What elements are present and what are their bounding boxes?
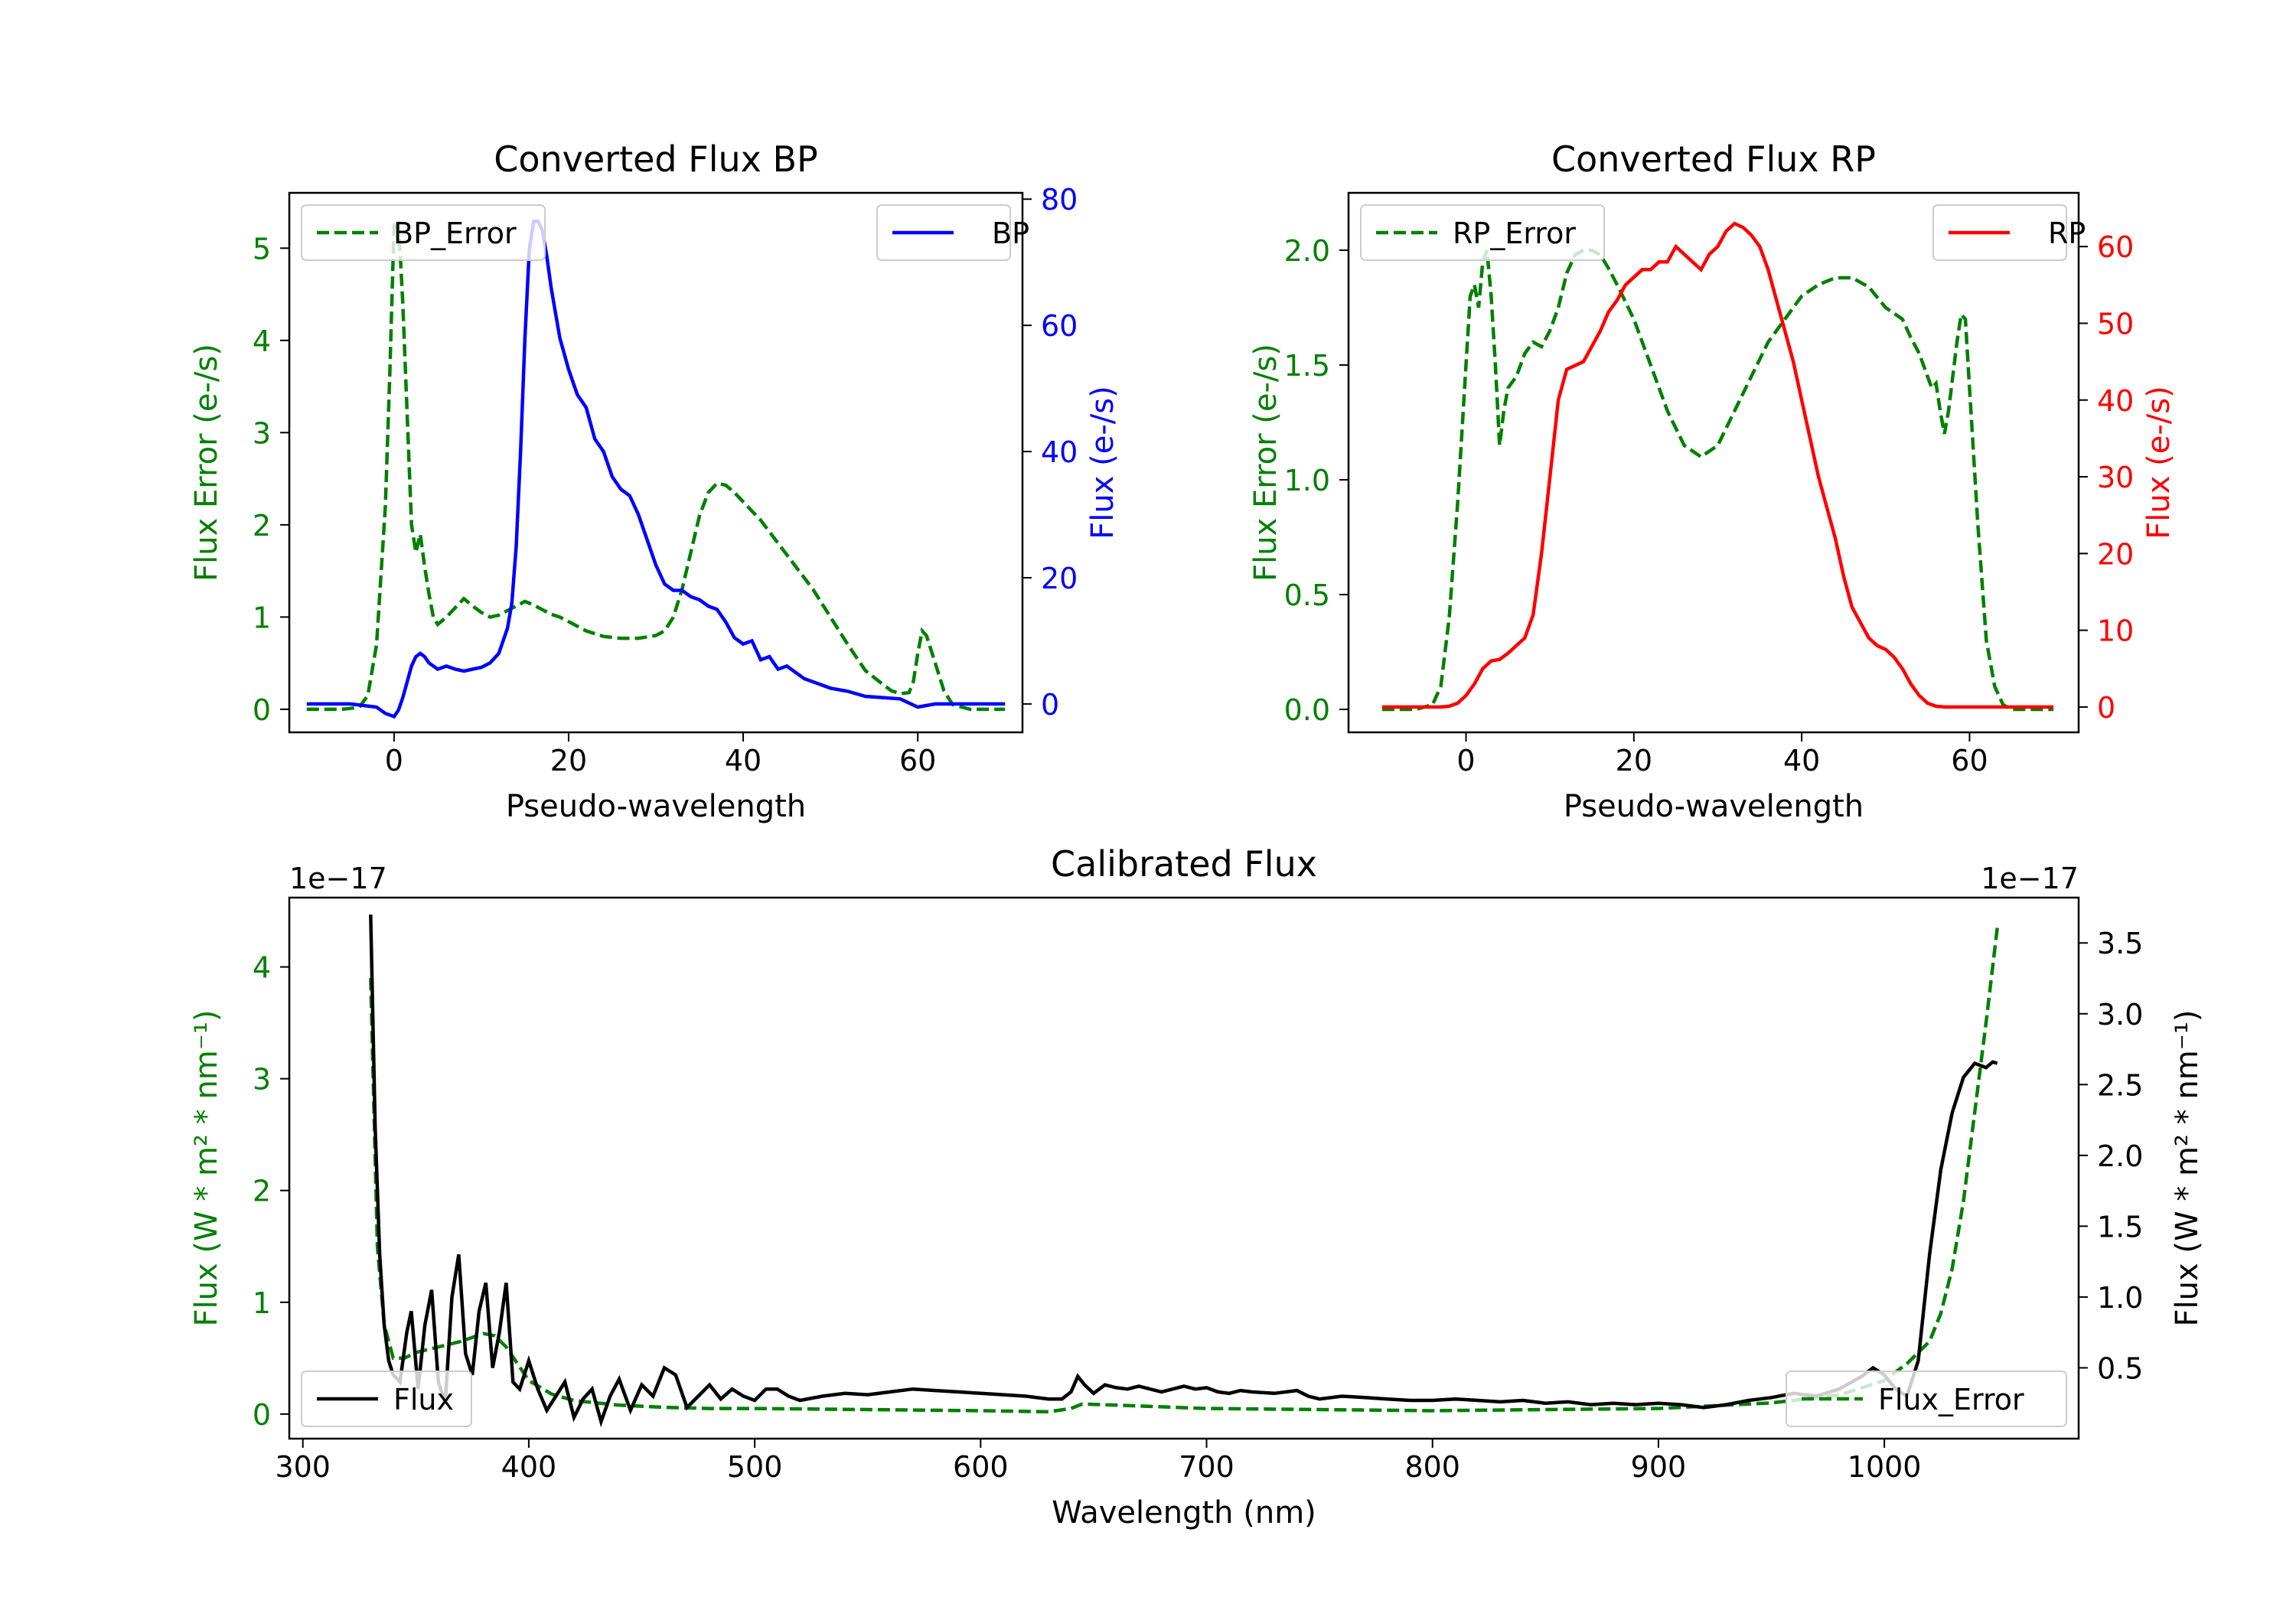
x-tick-label: 700 [1179,1450,1234,1484]
y-right-tick-label: 40 [1041,435,1078,469]
legend-right: Flux_Error [1786,1371,2067,1427]
y-left-tick-label: 1 [253,601,271,634]
chart-title: Converted Flux BP [494,139,818,180]
x-tick-label: 400 [501,1450,557,1484]
y-left-tick-label: 0 [253,693,271,727]
legend-label: RP_Error [1453,217,1576,250]
y-right-offset-label: 1e−17 [1981,862,2079,895]
legend-label: BP_Error [393,217,517,250]
y-left-tick-label: 0 [253,1398,271,1432]
series-line-flux-error [369,927,1999,1414]
legend-label: BP [992,217,1029,250]
x-axis-label: Wavelength (nm) [1052,1495,1316,1530]
legend-right: BP [876,204,1029,261]
legend-box [1360,204,1605,261]
x-tick-label: 800 [1404,1450,1460,1484]
series-line-bp [306,219,1006,719]
y-right-axis-label: Flux (e-/s) [1085,386,1120,539]
series-line-rp [1381,221,2054,709]
y-right-tick-label: 80 [1041,183,1078,217]
x-tick-label: 0 [385,744,403,777]
y-right-axis-label: Flux (e-/s) [2141,386,2177,539]
y-left-tick-label: 1.5 [1284,349,1330,383]
y-left-tick-label: 1.0 [1284,464,1330,497]
x-axis-label: Pseudo-wavelength [1564,789,1864,824]
legend-label: RP [2048,217,2086,250]
legend-box [301,204,546,261]
legend-box [301,1371,472,1427]
x-tick-label: 60 [1951,744,1988,777]
x-tick-label: 0 [1456,744,1475,777]
y-right-tick-label: 30 [2097,461,2134,494]
y-left-tick-label: 2.0 [1284,234,1330,268]
legend-label: Flux [393,1383,454,1416]
y-left-tick-label: 0.0 [1284,693,1330,727]
chart-title: Calibrated Flux [1051,843,1317,885]
y-right-tick-label: 2.5 [2097,1068,2143,1102]
y-right-tick-label: 60 [1041,309,1078,343]
x-tick-label: 20 [1616,744,1652,777]
axes-frame [288,191,1024,734]
y-right-tick-label: 20 [2097,537,2134,571]
x-tick-label: 40 [1783,744,1820,777]
series-line-rp-error [1381,248,2054,712]
chart-title: Converted Flux RP [1551,139,1876,180]
y-right-tick-label: 1.5 [2097,1210,2143,1244]
x-tick-label: 60 [899,744,936,777]
y-left-tick-label: 1 [253,1286,271,1320]
y-right-tick-label: 3.5 [2097,927,2143,960]
x-tick-label: 300 [275,1450,331,1484]
y-left-offset-label: 1e−17 [289,862,387,895]
y-left-tick-label: 0.5 [1284,579,1330,612]
x-tick-label: 40 [725,744,762,777]
series-line-bp-error [306,216,1006,712]
y-right-tick-label: 0.5 [2097,1351,2143,1385]
axes-frame [288,896,2080,1440]
y-left-axis-label: Flux (W * m² * nm⁻¹) [189,1010,224,1327]
chart-bp: Converted Flux BP0 20 40 60Pseudo-wavelengt… [189,139,1120,824]
y-right-tick-label: 2.0 [2097,1139,2143,1173]
y-left-tick-label: 3 [253,416,271,450]
legend-left: RP_Error [1360,204,1605,261]
y-right-tick-label: 60 [2097,230,2134,264]
y-left-tick-label: 2 [253,1175,271,1208]
y-right-tick-label: 1.0 [2097,1281,2143,1315]
legend-left: Flux [301,1371,472,1427]
y-left-tick-label: 4 [253,951,271,985]
x-tick-label: 900 [1631,1450,1687,1484]
y-left-tick-label: 4 [253,324,271,358]
legend-box [1786,1371,2067,1427]
y-right-tick-label: 0 [2097,691,2115,725]
y-right-tick-label: 0 [1041,688,1059,722]
y-left-axis-label: Flux Error (e-/s) [189,344,224,582]
y-right-axis-label: Flux (W * m² * nm⁻¹) [2170,1010,2205,1327]
legend-left: BP_Error [301,204,546,261]
legend-right: RP [1932,204,2086,261]
y-right-tick-label: 10 [2097,614,2134,648]
chart-cal: Calibrated Flux 300 400 500 600 700 800 900 1000… [189,843,2205,1530]
x-tick-label: 1000 [1848,1450,1922,1484]
chart-rp: Converted Flux RP 0 20 40 60 Pseudo-wavelengt… [1248,139,2177,824]
series-line-flux [369,914,1998,1428]
x-tick-label: 20 [550,744,587,777]
y-left-axis-label: Flux Error (e-/s) [1248,344,1283,582]
y-right-tick-label: 3.0 [2097,998,2143,1032]
y-left-tick-label: 5 [253,232,271,266]
x-tick-label: 500 [727,1450,783,1484]
y-right-tick-label: 40 [2097,384,2134,418]
y-left-tick-label: 2 [253,509,271,543]
y-right-tick-label: 50 [2097,307,2134,341]
axes-frame [1347,191,2080,734]
y-right-tick-label: 20 [1041,562,1078,595]
x-axis-label: Pseudo-wavelength [506,789,806,824]
x-tick-label: 600 [953,1450,1009,1484]
legend-label: Flux_Error [1878,1383,2024,1416]
y-left-tick-label: 3 [253,1063,271,1097]
